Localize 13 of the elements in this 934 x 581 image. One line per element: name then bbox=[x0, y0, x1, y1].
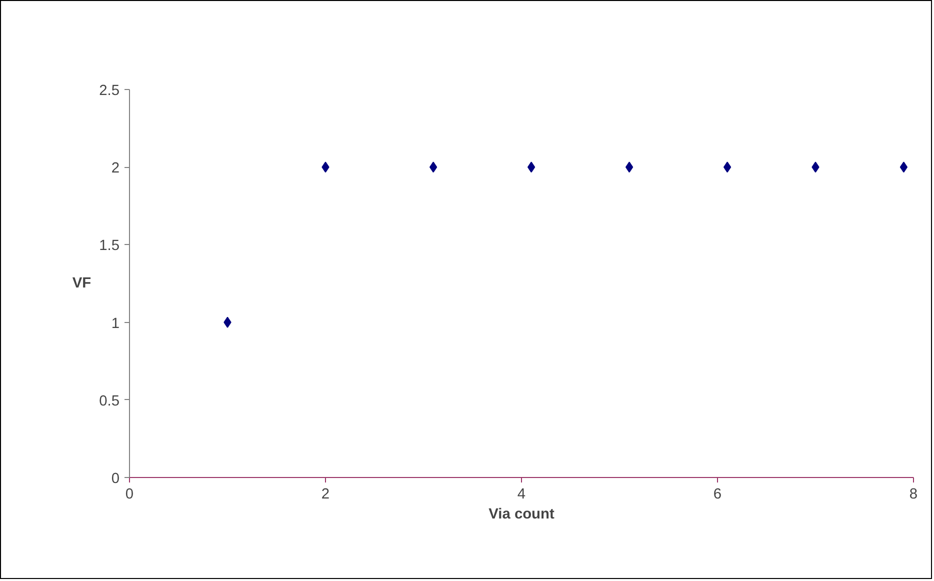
x-tick-label: 4 bbox=[517, 486, 526, 502]
y-tick-label: 0.5 bbox=[99, 393, 120, 410]
x-tick-label: 0 bbox=[125, 486, 134, 502]
y-tick-label: 2.5 bbox=[99, 83, 120, 99]
x-tick-label: 6 bbox=[713, 486, 722, 502]
y-tick-label: 0 bbox=[111, 471, 120, 487]
x-axis-title: Via count bbox=[488, 506, 554, 522]
y-tick-label: 1.5 bbox=[99, 238, 120, 254]
y-tick-label: 2 bbox=[111, 160, 120, 177]
x-tick-label: 8 bbox=[909, 486, 918, 502]
y-tick-label: 1 bbox=[111, 316, 120, 332]
x-tick-label: 2 bbox=[321, 486, 330, 502]
y-axis-title: VF bbox=[72, 276, 92, 292]
